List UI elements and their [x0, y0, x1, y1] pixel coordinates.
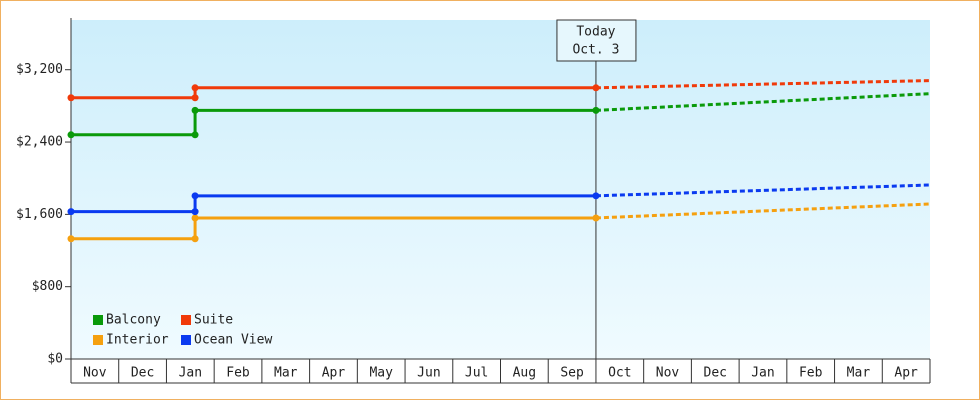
- x-tick-label: Mar: [847, 366, 871, 381]
- price-point: [67, 235, 75, 243]
- price-line: [71, 216, 596, 241]
- price-point: [191, 192, 199, 200]
- price-point: [592, 106, 600, 114]
- legend-swatch: [93, 335, 103, 345]
- y-tick-label: $2,400: [16, 135, 63, 150]
- legend-label: Balcony: [106, 313, 161, 328]
- legend-label: Ocean View: [194, 333, 272, 348]
- price-point: [67, 208, 75, 216]
- y-tick-label: $3,200: [16, 62, 63, 77]
- price-line: [71, 86, 596, 100]
- x-tick-label: Jun: [417, 366, 440, 381]
- y-tick-label: $800: [32, 279, 63, 294]
- x-tick-label: Jan: [179, 366, 202, 381]
- price-point: [592, 192, 600, 200]
- x-tick-label: Nov: [656, 366, 680, 381]
- x-tick-label: Dec: [131, 366, 154, 381]
- plot-area: [71, 20, 930, 359]
- y-tick-label: $1,600: [16, 207, 63, 222]
- legend-label: Suite: [194, 313, 233, 328]
- y-tick-label: $0: [47, 352, 63, 367]
- price-point: [191, 208, 199, 216]
- price-point: [67, 94, 75, 102]
- x-tick-label: Aug: [513, 366, 536, 381]
- x-tick-label: May: [369, 366, 393, 381]
- legend-swatch: [181, 315, 191, 325]
- x-tick-label: Jan: [751, 366, 774, 381]
- x-tick-label: Feb: [799, 366, 823, 381]
- price-point: [191, 94, 199, 102]
- x-tick-label: Jul: [465, 366, 488, 381]
- price-point: [191, 131, 199, 139]
- today-box: [556, 19, 637, 62]
- price-point: [191, 235, 199, 243]
- legend-label: Interior: [106, 333, 169, 348]
- x-tick-label: Mar: [274, 366, 298, 381]
- legend-swatch: [181, 335, 191, 345]
- x-tick-label: Nov: [83, 366, 107, 381]
- price-point: [191, 214, 199, 222]
- price-point: [67, 131, 75, 139]
- today-label: Oct. 3: [572, 43, 619, 58]
- price-point: [191, 84, 199, 92]
- x-tick-label: Dec: [704, 366, 727, 381]
- x-tick-label: Apr: [894, 366, 918, 381]
- price-point: [592, 214, 600, 222]
- price-point: [592, 84, 600, 92]
- x-tick-label: Feb: [226, 366, 250, 381]
- x-tick-label: Oct: [608, 366, 631, 381]
- today-label: Today: [576, 25, 615, 40]
- x-tick-label: Sep: [560, 366, 584, 381]
- price-line: [71, 194, 596, 214]
- price-point: [191, 106, 199, 114]
- legend-swatch: [93, 315, 103, 325]
- x-tick-label: Apr: [322, 366, 346, 381]
- price-line: [71, 108, 596, 137]
